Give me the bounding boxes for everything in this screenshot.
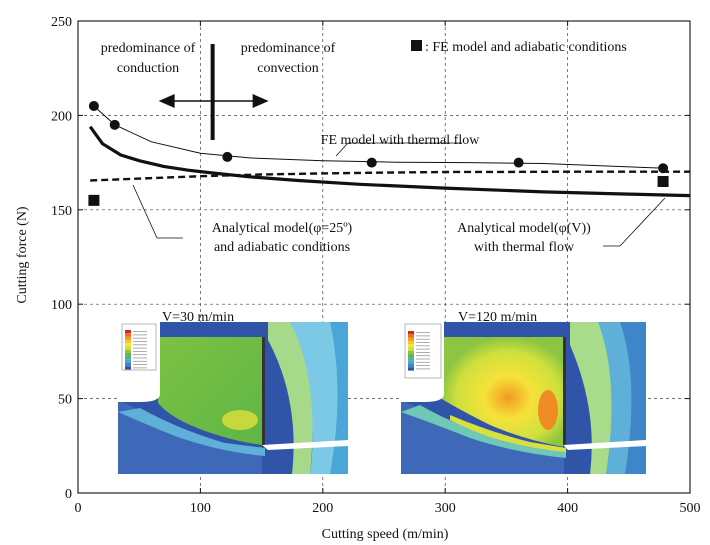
- legend-fe-adiabatic-label: : FE model and adiabatic conditions: [425, 40, 627, 55]
- annotation-conduction-line1: predominance of: [101, 41, 196, 56]
- contour-legend-swatch: [125, 336, 131, 340]
- leader-fe-thermal: [335, 142, 349, 157]
- contour-legend-swatch: [125, 353, 131, 357]
- plot-frame: [77, 20, 691, 494]
- series-markers: [88, 100, 669, 206]
- y-axis-label: Cutting force (N): [15, 206, 30, 304]
- leader-analytical-adiabatic: [132, 184, 183, 239]
- contour-legend-swatch: [408, 331, 414, 335]
- inset-fe-contour-30: [118, 322, 348, 474]
- marker-fe-thermal: [513, 157, 524, 168]
- axes: 0 100 200 300 400 500 0 50 100 150 200 250: [51, 15, 701, 516]
- annotation-fe-thermal: FE model with thermal flow: [321, 133, 481, 148]
- contour-legend-swatch: [125, 363, 131, 367]
- x-tick-label: 500: [680, 501, 701, 516]
- contour-legend-swatch: [408, 360, 414, 364]
- contour-legend-swatch: [408, 367, 414, 371]
- contour-legend-swatch: [125, 346, 131, 350]
- x-tick-label: 400: [557, 501, 578, 516]
- contour-legend-swatch: [125, 330, 131, 334]
- left-arrow-icon: [158, 94, 175, 108]
- contour-legend-swatch: [125, 356, 131, 360]
- x-tick-label: 100: [190, 501, 211, 516]
- contour-legend-swatch: [408, 364, 414, 368]
- contour-legend-swatch: [408, 347, 414, 351]
- contour-legend-swatch: [125, 333, 131, 337]
- contour-legend-swatch: [408, 344, 414, 348]
- marker-fe-thermal: [88, 100, 99, 111]
- marker-fe-adiabatic: [88, 194, 100, 206]
- marker-fe-thermal: [109, 119, 120, 130]
- y-tick-label: 250: [51, 15, 72, 30]
- series-line-analytical-thermal: [88, 125, 691, 198]
- contour-legend-swatch: [125, 339, 131, 344]
- legend-square-marker: [411, 40, 422, 51]
- annotation-analytical-adiabatic-line2: and adiabatic conditions: [214, 240, 350, 255]
- y-tick-label: 150: [51, 204, 72, 219]
- marker-fe-thermal: [222, 151, 233, 162]
- x-tick-label: 200: [312, 501, 333, 516]
- annotation-convection-line2: convection: [257, 61, 318, 76]
- grid-lines: [78, 21, 690, 493]
- marker-fe-adiabatic: [657, 175, 669, 187]
- contour-legend-swatch: [408, 337, 414, 341]
- y-tick-label: 100: [51, 298, 72, 313]
- marker-fe-thermal: [366, 157, 377, 168]
- series-line-fe-thermal: [93, 105, 666, 169]
- annotation-conduction-line2: conduction: [117, 61, 179, 76]
- contour-legend-swatch: [408, 354, 414, 358]
- series-line-analytical-adiabatic: [90, 170, 690, 182]
- contour-legend-swatch: [125, 349, 131, 354]
- annotation-analytical-thermal-line1: Analytical model(φ(V)): [457, 221, 591, 236]
- leader-analytical-thermal: [603, 197, 666, 247]
- y-tick-label: 200: [51, 109, 72, 124]
- contour-legend-swatch: [125, 359, 131, 363]
- contour-legend-swatch: [408, 334, 414, 338]
- contour-legend-swatch: [408, 350, 414, 355]
- series-curves: [88, 105, 691, 198]
- inset-label-30: V=30 m/min: [162, 310, 234, 325]
- contour-legend-swatch: [408, 357, 414, 361]
- contour-legend-swatch: [408, 340, 414, 345]
- y-tick-label: 50: [58, 393, 72, 408]
- x-tick-label: 300: [435, 501, 456, 516]
- annotation-analytical-adiabatic-line1: Analytical model(φ=25º): [212, 221, 353, 236]
- inset-label-120: V=120 m/min: [458, 310, 537, 325]
- annotation-convection-line1: predominance of: [241, 41, 336, 56]
- right-arrow-icon: [252, 94, 269, 108]
- annotation-analytical-thermal-line2: with thermal flow: [474, 240, 575, 255]
- regime-boundary-arrows: [158, 44, 269, 140]
- marker-fe-thermal: [658, 163, 669, 174]
- contour-legend-swatch: [125, 366, 131, 370]
- x-axis-label: Cutting speed (m/min): [322, 527, 449, 542]
- contour-legend-swatch: [125, 343, 131, 347]
- x-tick-label: 0: [75, 501, 82, 516]
- inset-fe-contour-120: [401, 322, 646, 474]
- y-tick-label: 0: [65, 487, 72, 502]
